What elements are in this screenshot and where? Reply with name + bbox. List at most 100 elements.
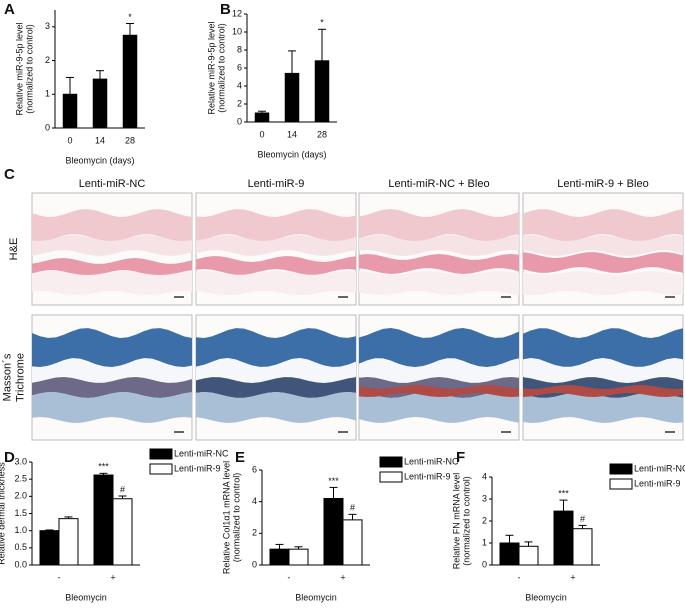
tissue — [196, 328, 356, 368]
tissue — [523, 271, 683, 295]
micrograph — [195, 192, 357, 306]
x-axis-title: Bleomycin — [65, 592, 107, 602]
y-tick-label: 0 — [252, 559, 257, 569]
panel-letter: A — [4, 1, 15, 18]
bar — [62, 93, 78, 129]
y-axis-title: (normalized to control) — [216, 23, 226, 113]
tissue — [359, 385, 519, 397]
tissue — [359, 235, 519, 256]
legend-label: Lenti-miR-NC — [174, 448, 229, 458]
y-tick-label: 3 — [45, 21, 50, 31]
micrograph — [358, 192, 520, 306]
y-tick-label: 3.0 — [14, 456, 27, 466]
legend-label: Lenti-miR-9 — [404, 471, 451, 481]
tissue — [523, 385, 683, 397]
tissue — [32, 392, 192, 423]
tissue — [196, 209, 356, 242]
y-tick-label: 2 — [252, 528, 257, 538]
legend-swatch — [609, 478, 633, 490]
legend-label: Lenti-miR-9 — [634, 478, 681, 488]
y-tick-label: 12 — [232, 8, 242, 18]
bar — [323, 498, 344, 566]
tissue — [359, 328, 519, 368]
x-axis-title: Bleomycin (days) — [65, 155, 134, 165]
column-header: Lenti-miR-NC — [79, 178, 146, 190]
bar — [288, 548, 309, 566]
bar — [499, 542, 520, 566]
bar — [518, 545, 539, 566]
row-label: Trichrome — [14, 353, 26, 402]
y-axis-title: (normalized to control) — [231, 473, 241, 563]
micrograph — [358, 314, 520, 441]
y-axis-title: (normalized to control) — [24, 24, 34, 114]
panel-letter: E — [235, 449, 245, 466]
significance-label: *** — [328, 476, 339, 486]
legend-swatch — [379, 456, 403, 468]
bar — [39, 530, 60, 566]
x-tick-label: + — [110, 572, 115, 582]
y-tick-label: 1 — [482, 537, 487, 547]
y-tick-label: 6 — [237, 62, 242, 72]
y-tick-label: 6 — [252, 464, 257, 474]
x-tick-label: - — [288, 572, 291, 582]
y-axis-title: Relative dermal thickness — [0, 462, 6, 565]
micrograph — [195, 314, 357, 441]
micrograph — [31, 314, 193, 441]
row-label: H&E — [8, 238, 20, 261]
y-tick-label: 0 — [45, 122, 50, 132]
tissue — [196, 256, 356, 275]
y-tick-label: 4 — [482, 471, 487, 481]
y-tick-label: 8 — [237, 44, 242, 54]
panel-letter: C — [4, 166, 15, 183]
legend-swatch — [149, 448, 173, 460]
tissue — [523, 392, 683, 423]
y-axis-title: (normalized to control) — [461, 476, 471, 566]
legend-label: Lenti-miR-9 — [174, 463, 221, 473]
tissue — [196, 377, 356, 398]
y-tick-label: 10 — [232, 26, 242, 36]
x-tick-label: 0 — [67, 135, 72, 145]
tissue — [359, 209, 519, 242]
x-tick-label: 14 — [95, 135, 105, 145]
tissue — [359, 392, 519, 423]
y-axis-title: Relative Col1α1 mRNA level — [221, 461, 231, 574]
x-tick-label: 28 — [317, 129, 327, 139]
y-tick-label: 4 — [237, 80, 242, 90]
y-tick-label: 2 — [45, 55, 50, 65]
significance-label: * — [128, 12, 132, 22]
tissue — [32, 359, 192, 384]
legend-swatch — [609, 463, 633, 475]
bar — [269, 548, 290, 566]
y-tick-label: 0 — [237, 116, 242, 126]
bar — [93, 474, 114, 566]
x-tick-label: 14 — [287, 129, 297, 139]
x-tick-label: - — [58, 572, 61, 582]
bar — [122, 34, 138, 129]
column-header: Lenti-miR-9 + Bleo — [557, 178, 648, 190]
y-tick-label: 2 — [482, 515, 487, 525]
y-tick-label: 1 — [45, 89, 50, 99]
panel-letter: F — [456, 449, 465, 466]
significance-label: *** — [558, 488, 569, 498]
tissue — [359, 359, 519, 384]
y-tick-label: 4 — [252, 496, 257, 506]
row-label: Masson´s — [1, 353, 13, 401]
tissue — [523, 328, 683, 368]
panel-letter: B — [220, 1, 231, 18]
tissue — [359, 271, 519, 295]
micrograph — [522, 192, 684, 306]
significance-label: * — [320, 18, 324, 28]
tissue — [32, 328, 192, 368]
y-tick-label: 0.5 — [14, 542, 27, 552]
significance-label: *** — [98, 462, 109, 472]
bar — [553, 510, 574, 566]
column-header: Lenti-miR-9 — [248, 178, 305, 190]
bar — [58, 518, 79, 566]
tissue — [523, 359, 683, 384]
y-axis-title: Relative miR-9-5p level — [14, 22, 24, 115]
legend-swatch — [379, 471, 403, 483]
significance-label: # — [120, 484, 125, 494]
x-axis-title: Bleomycin (days) — [257, 149, 326, 159]
x-tick-label: 28 — [125, 135, 135, 145]
